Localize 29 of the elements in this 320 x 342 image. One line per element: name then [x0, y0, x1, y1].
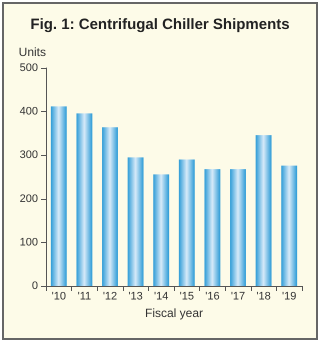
- y-tick-label: 200: [20, 192, 38, 205]
- chart-title: Fig. 1: Centrifugal Chiller Shipments: [30, 16, 290, 33]
- x-axis-title: Fiscal year: [144, 306, 204, 320]
- x-tick-label: '11: [78, 290, 92, 302]
- x-tick-label: '19: [282, 290, 296, 302]
- bar: [128, 157, 144, 286]
- x-tick-label: '16: [205, 290, 220, 302]
- x-tick-label: '10: [52, 290, 66, 302]
- bar: [102, 127, 118, 286]
- x-tick-label: '12: [102, 290, 118, 302]
- bar: [178, 160, 195, 286]
- bar: [153, 174, 170, 286]
- x-tick-label: '13: [128, 290, 143, 302]
- bar: [230, 169, 246, 286]
- x-tick-label: '17: [230, 290, 246, 302]
- bar: [256, 135, 272, 286]
- y-axis-title: Units: [18, 45, 46, 59]
- bar: [281, 166, 298, 286]
- y-tick-label: 300: [20, 149, 38, 162]
- y-tick-label: 0: [32, 280, 38, 292]
- bar: [76, 113, 92, 286]
- bar: [50, 106, 67, 286]
- y-tick-label: 400: [20, 106, 38, 118]
- y-tick-label: 100: [20, 236, 38, 248]
- y-tick-label: 500: [20, 62, 38, 74]
- x-tick-label: '15: [180, 290, 194, 302]
- bar: [204, 169, 220, 286]
- x-tick-label: '18: [256, 290, 271, 302]
- x-tick-label: '14: [154, 290, 168, 302]
